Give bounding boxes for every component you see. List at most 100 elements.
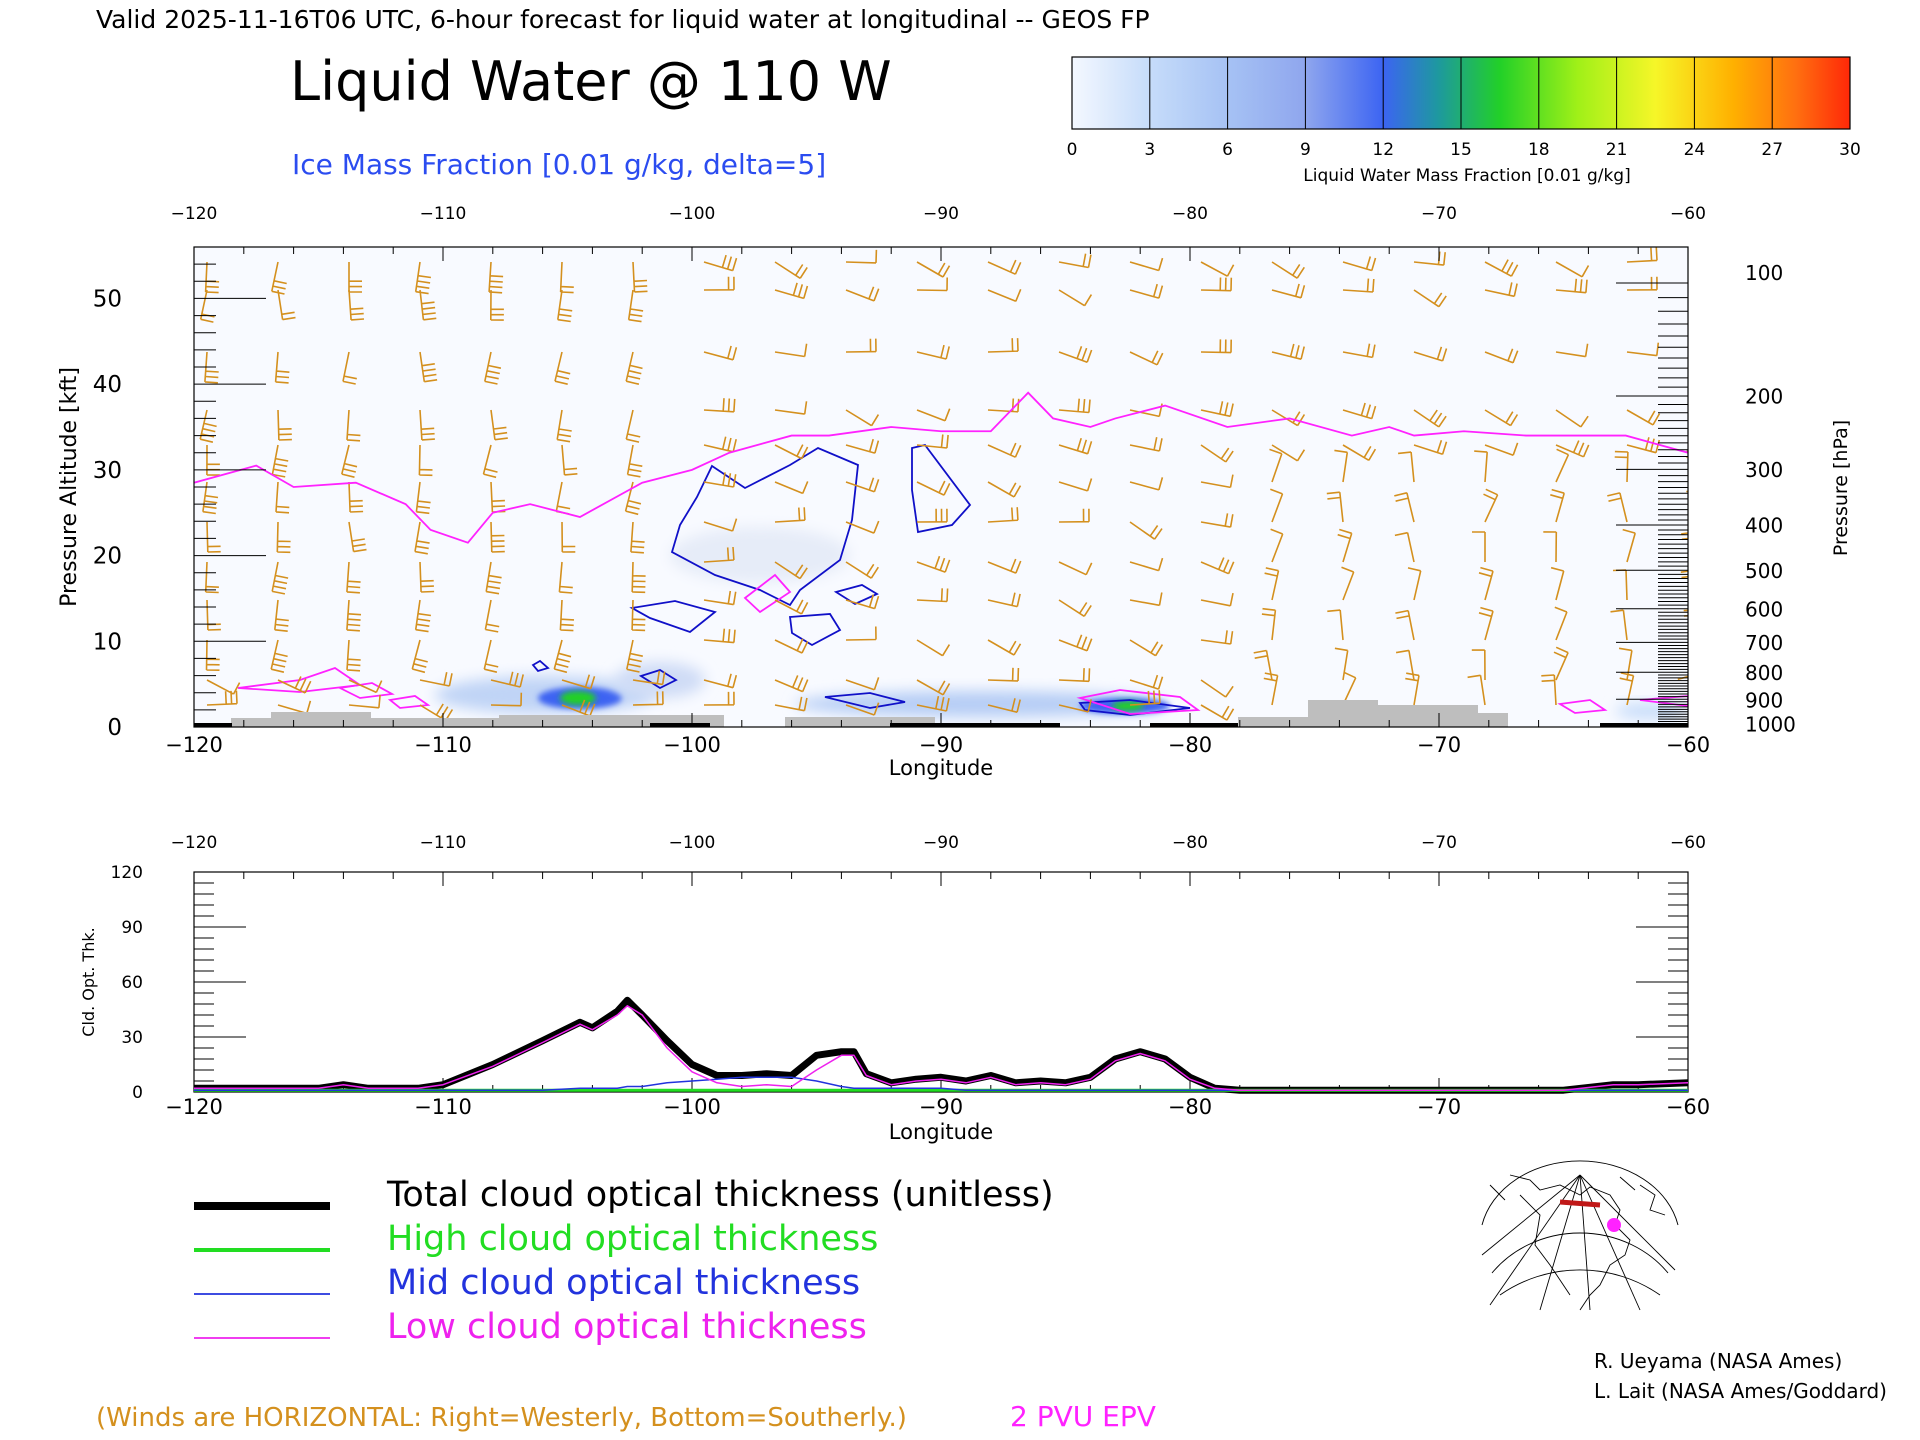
wind-barb: [1058, 561, 1093, 576]
colorbar-tick-label: 27: [1761, 140, 1783, 160]
wind-barb: [1622, 528, 1636, 563]
bottom-xlabel: Longitude: [889, 1120, 993, 1144]
epv-contour: [1557, 699, 1608, 714]
wind-barb: [1484, 259, 1519, 277]
wind-barb: [418, 444, 433, 477]
top-panel: −120 −120 −110 −110 −100 −100 −90 −90 −80 −80 −70 −…: [57, 204, 1852, 780]
wind-barb: [1058, 699, 1092, 713]
top-axes: −120 −120 −110 −110 −100 −100 −90 −90 −80 −80 −70 −…: [93, 204, 1796, 757]
bottom-x-tick-label: −120: [165, 1095, 223, 1119]
wind-barb: [845, 249, 878, 264]
wind-barb: [419, 409, 435, 441]
wind-barb: [1413, 439, 1448, 455]
wind-barb: [1698, 399, 1729, 412]
wind-barb: [1555, 343, 1589, 358]
wind-barb: [987, 639, 1022, 656]
wind-barb: [625, 409, 641, 443]
wind-barb: [561, 444, 578, 476]
wind-barb: [419, 703, 454, 722]
map-meridian: [1539, 1174, 1581, 1311]
wind-barb: [206, 521, 221, 553]
wind-barb: [1395, 609, 1415, 641]
top-y2-tick-label: 700: [1745, 631, 1783, 655]
wind-barb: [703, 673, 738, 689]
wind-barb: [558, 561, 573, 594]
wind-barb: [774, 675, 809, 693]
wind-barb: [1129, 557, 1164, 572]
map-latitude-circle: [1481, 1160, 1679, 1226]
terrain-block: [271, 712, 371, 727]
wind-barb: [1058, 437, 1093, 455]
wind-barb: [1553, 646, 1569, 681]
wind-barb: [631, 599, 646, 632]
wind-barb: [1555, 440, 1590, 458]
wind-barb: [1271, 343, 1305, 360]
wind-barb: [1261, 607, 1277, 641]
wind-barb: [1550, 566, 1565, 601]
ice-contour: [638, 669, 678, 690]
wind-barb: [1467, 674, 1486, 706]
wind-barb: [1264, 567, 1280, 601]
wind-barb: [204, 261, 220, 294]
wind-barb: [346, 639, 361, 672]
wind-barb: [987, 558, 1022, 574]
locator-map: [1481, 1160, 1679, 1311]
wind-barb: [987, 259, 1022, 275]
wind-barb: [1341, 566, 1355, 601]
wind-barb: [1471, 649, 1486, 681]
map-meridian: [1481, 1174, 1581, 1256]
top-x-tick-label-upper: −60: [1670, 204, 1706, 224]
top-x-tick-label-upper: −120: [171, 204, 218, 224]
bottom-y-tick-label: 30: [121, 1028, 143, 1048]
wind-barb: [485, 561, 502, 595]
wind-barb: [490, 289, 504, 321]
top-x-tick-label: −80: [1168, 733, 1212, 757]
wind-barb: [346, 409, 361, 442]
wind-barb: [916, 480, 951, 496]
epv-2pvu-line: [194, 391, 1688, 544]
top-x-tick-label: −70: [1417, 733, 1461, 757]
wind-barb: [1129, 521, 1163, 540]
bottom-x-tick-label-upper: −90: [923, 833, 959, 853]
top-x-tick-label-upper: −80: [1172, 204, 1208, 224]
wind-barb: [1263, 672, 1279, 706]
wind-barb: [1484, 442, 1519, 456]
wind-barb: [1058, 634, 1093, 652]
bottom-panel: −120 −120 −110 −110 −100 −100 −90 −90 −80 −80 −70 −…: [79, 833, 1710, 1144]
top-y-tick-label: 50: [93, 286, 122, 312]
wind-barb: [1610, 609, 1628, 641]
wind-barb: [346, 561, 361, 594]
wind-barb: [774, 481, 809, 495]
epv-contour: [237, 667, 363, 693]
wind-barb: [1484, 409, 1519, 427]
wind-barb: [1129, 639, 1164, 657]
credit-ueyama: R. Ueyama (NASA Ames): [1594, 1349, 1842, 1373]
wind-barb: [987, 507, 1019, 523]
top-x-tick-label: −100: [663, 733, 721, 757]
top-x-tick-label-upper: −100: [669, 204, 716, 224]
wind-barb: [703, 691, 735, 706]
wind-barb: [987, 698, 1021, 713]
wind-barb: [1607, 492, 1628, 523]
bottom-y-tick-label: 90: [121, 918, 143, 938]
wind-barb: [1554, 606, 1568, 641]
wind-barb: [774, 261, 808, 279]
wind-barb: [419, 672, 453, 687]
wind-barb: [1698, 340, 1728, 353]
wind-barb: [703, 472, 737, 488]
wind-barb: [1200, 444, 1234, 463]
wind-barb: [1058, 599, 1092, 617]
bottom-x-tick-label: −100: [663, 1095, 721, 1119]
wind-barb: [1058, 398, 1091, 414]
wind-barb: [274, 599, 289, 632]
map-latitude-circle: [1491, 1232, 1669, 1274]
bottom-x-tick-label: −90: [919, 1095, 963, 1119]
wind-barb: [271, 444, 289, 478]
wind-barb: [1200, 339, 1232, 354]
terrain-block: [1308, 700, 1378, 727]
wind-barb: [1200, 557, 1235, 575]
legend: Total cloud optical thickness (unitless)…: [194, 1175, 1054, 1347]
wind-barb: [1129, 257, 1164, 272]
wind-barb: [275, 481, 290, 514]
map-meridian: [1579, 1174, 1676, 1271]
